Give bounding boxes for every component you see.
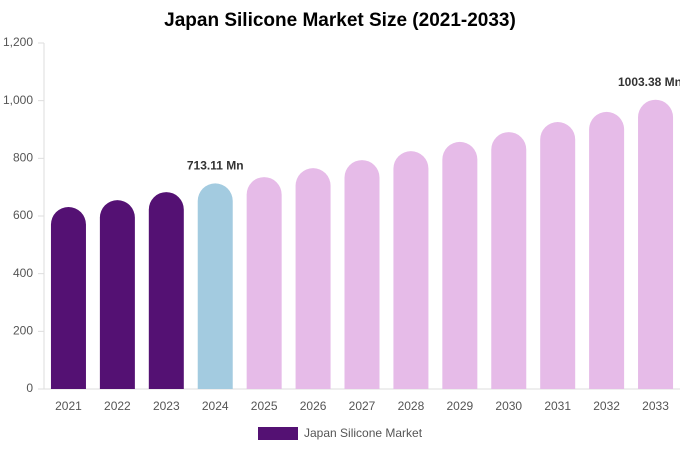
bar <box>50 207 86 389</box>
x-tick-label: 2033 <box>642 399 669 413</box>
bar <box>197 183 233 389</box>
bar <box>491 132 527 389</box>
y-tick-label: 1,000 <box>3 93 33 107</box>
bar <box>540 122 576 389</box>
legend-label: Japan Silicone Market <box>304 426 423 440</box>
bar <box>295 168 331 389</box>
x-tick-label: 2022 <box>104 399 131 413</box>
y-tick-label: 200 <box>13 324 33 338</box>
x-tick-label: 2028 <box>398 399 425 413</box>
bar <box>148 192 184 389</box>
y-tick-label: 800 <box>13 151 33 165</box>
bar <box>442 141 478 389</box>
x-tick-label: 2030 <box>495 399 522 413</box>
x-tick-label: 2032 <box>593 399 620 413</box>
x-tick-label: 2031 <box>544 399 571 413</box>
bar <box>589 111 625 389</box>
chart-title: Japan Silicone Market Size (2021-2033) <box>164 10 516 31</box>
bar <box>638 99 674 389</box>
y-tick-label: 0 <box>26 381 33 395</box>
x-tick-label: 2029 <box>446 399 473 413</box>
bar <box>393 151 429 389</box>
x-tick-label: 2024 <box>202 399 229 413</box>
y-tick-label: 400 <box>13 266 33 280</box>
x-tick-label: 2027 <box>349 399 376 413</box>
y-tick-label: 600 <box>13 208 33 222</box>
value-label: 713.11 Mn <box>187 159 244 173</box>
x-tick-label: 2026 <box>300 399 327 413</box>
x-tick-label: 2025 <box>251 399 278 413</box>
bar <box>344 160 380 389</box>
x-tick-label: 2021 <box>55 399 82 413</box>
legend-swatch <box>258 427 298 440</box>
value-label: 1003.38 Mn <box>618 75 680 89</box>
bar <box>99 200 135 389</box>
y-tick-label: 1,200 <box>3 35 33 49</box>
x-tick-label: 2023 <box>153 399 180 413</box>
bar <box>246 177 282 389</box>
